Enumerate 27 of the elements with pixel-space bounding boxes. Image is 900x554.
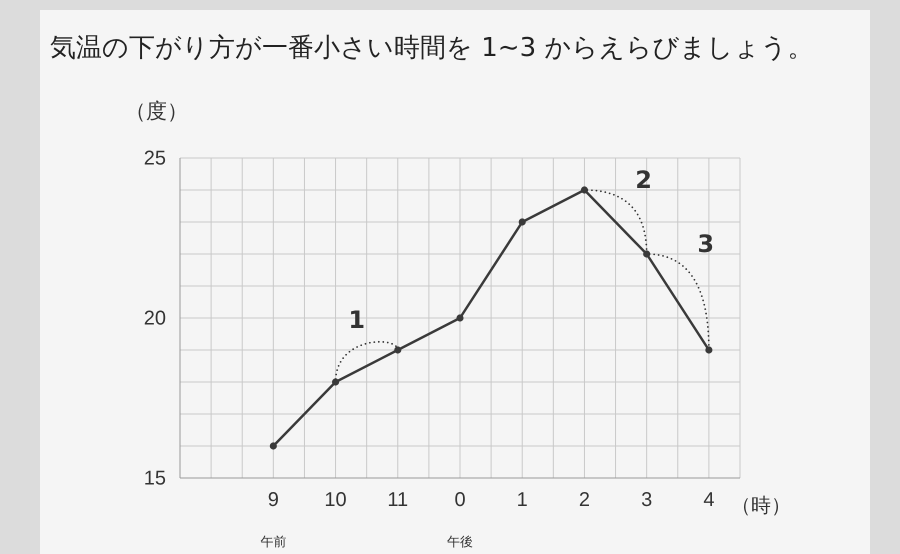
point bbox=[705, 346, 712, 354]
x-tick-label: 11 bbox=[387, 489, 408, 512]
x-tick-label: 3 bbox=[641, 489, 652, 512]
x-tick-label: 0 bbox=[454, 489, 466, 512]
point bbox=[518, 218, 526, 226]
y-tick-label: 25 bbox=[144, 147, 166, 170]
point bbox=[332, 378, 340, 386]
point bbox=[394, 346, 402, 354]
x-tick-label: 10 bbox=[324, 489, 347, 512]
annotation: 3 bbox=[697, 230, 714, 258]
x-axis-title: （時） bbox=[730, 493, 791, 517]
x-tick-label: 4 bbox=[703, 489, 714, 512]
point bbox=[580, 186, 588, 194]
chart-title: 気温の下がり方が一番小さい時間を 1~3 からえらびましょう。 bbox=[50, 33, 814, 63]
y-tick-label: 15 bbox=[144, 467, 166, 490]
y-axis-title: （度） bbox=[125, 99, 188, 123]
annotation: 2 bbox=[635, 166, 652, 194]
point bbox=[643, 250, 650, 258]
x-tick-label: 1 bbox=[516, 489, 528, 512]
text: 午前 bbox=[260, 535, 286, 550]
x-tick-label: 2 bbox=[578, 489, 590, 512]
text: 午後 bbox=[447, 535, 473, 550]
point bbox=[456, 314, 464, 322]
annotation: 1 bbox=[348, 306, 366, 334]
y-tick-label: 20 bbox=[144, 307, 166, 330]
point bbox=[270, 442, 277, 450]
x-tick-label: 9 bbox=[268, 489, 279, 512]
